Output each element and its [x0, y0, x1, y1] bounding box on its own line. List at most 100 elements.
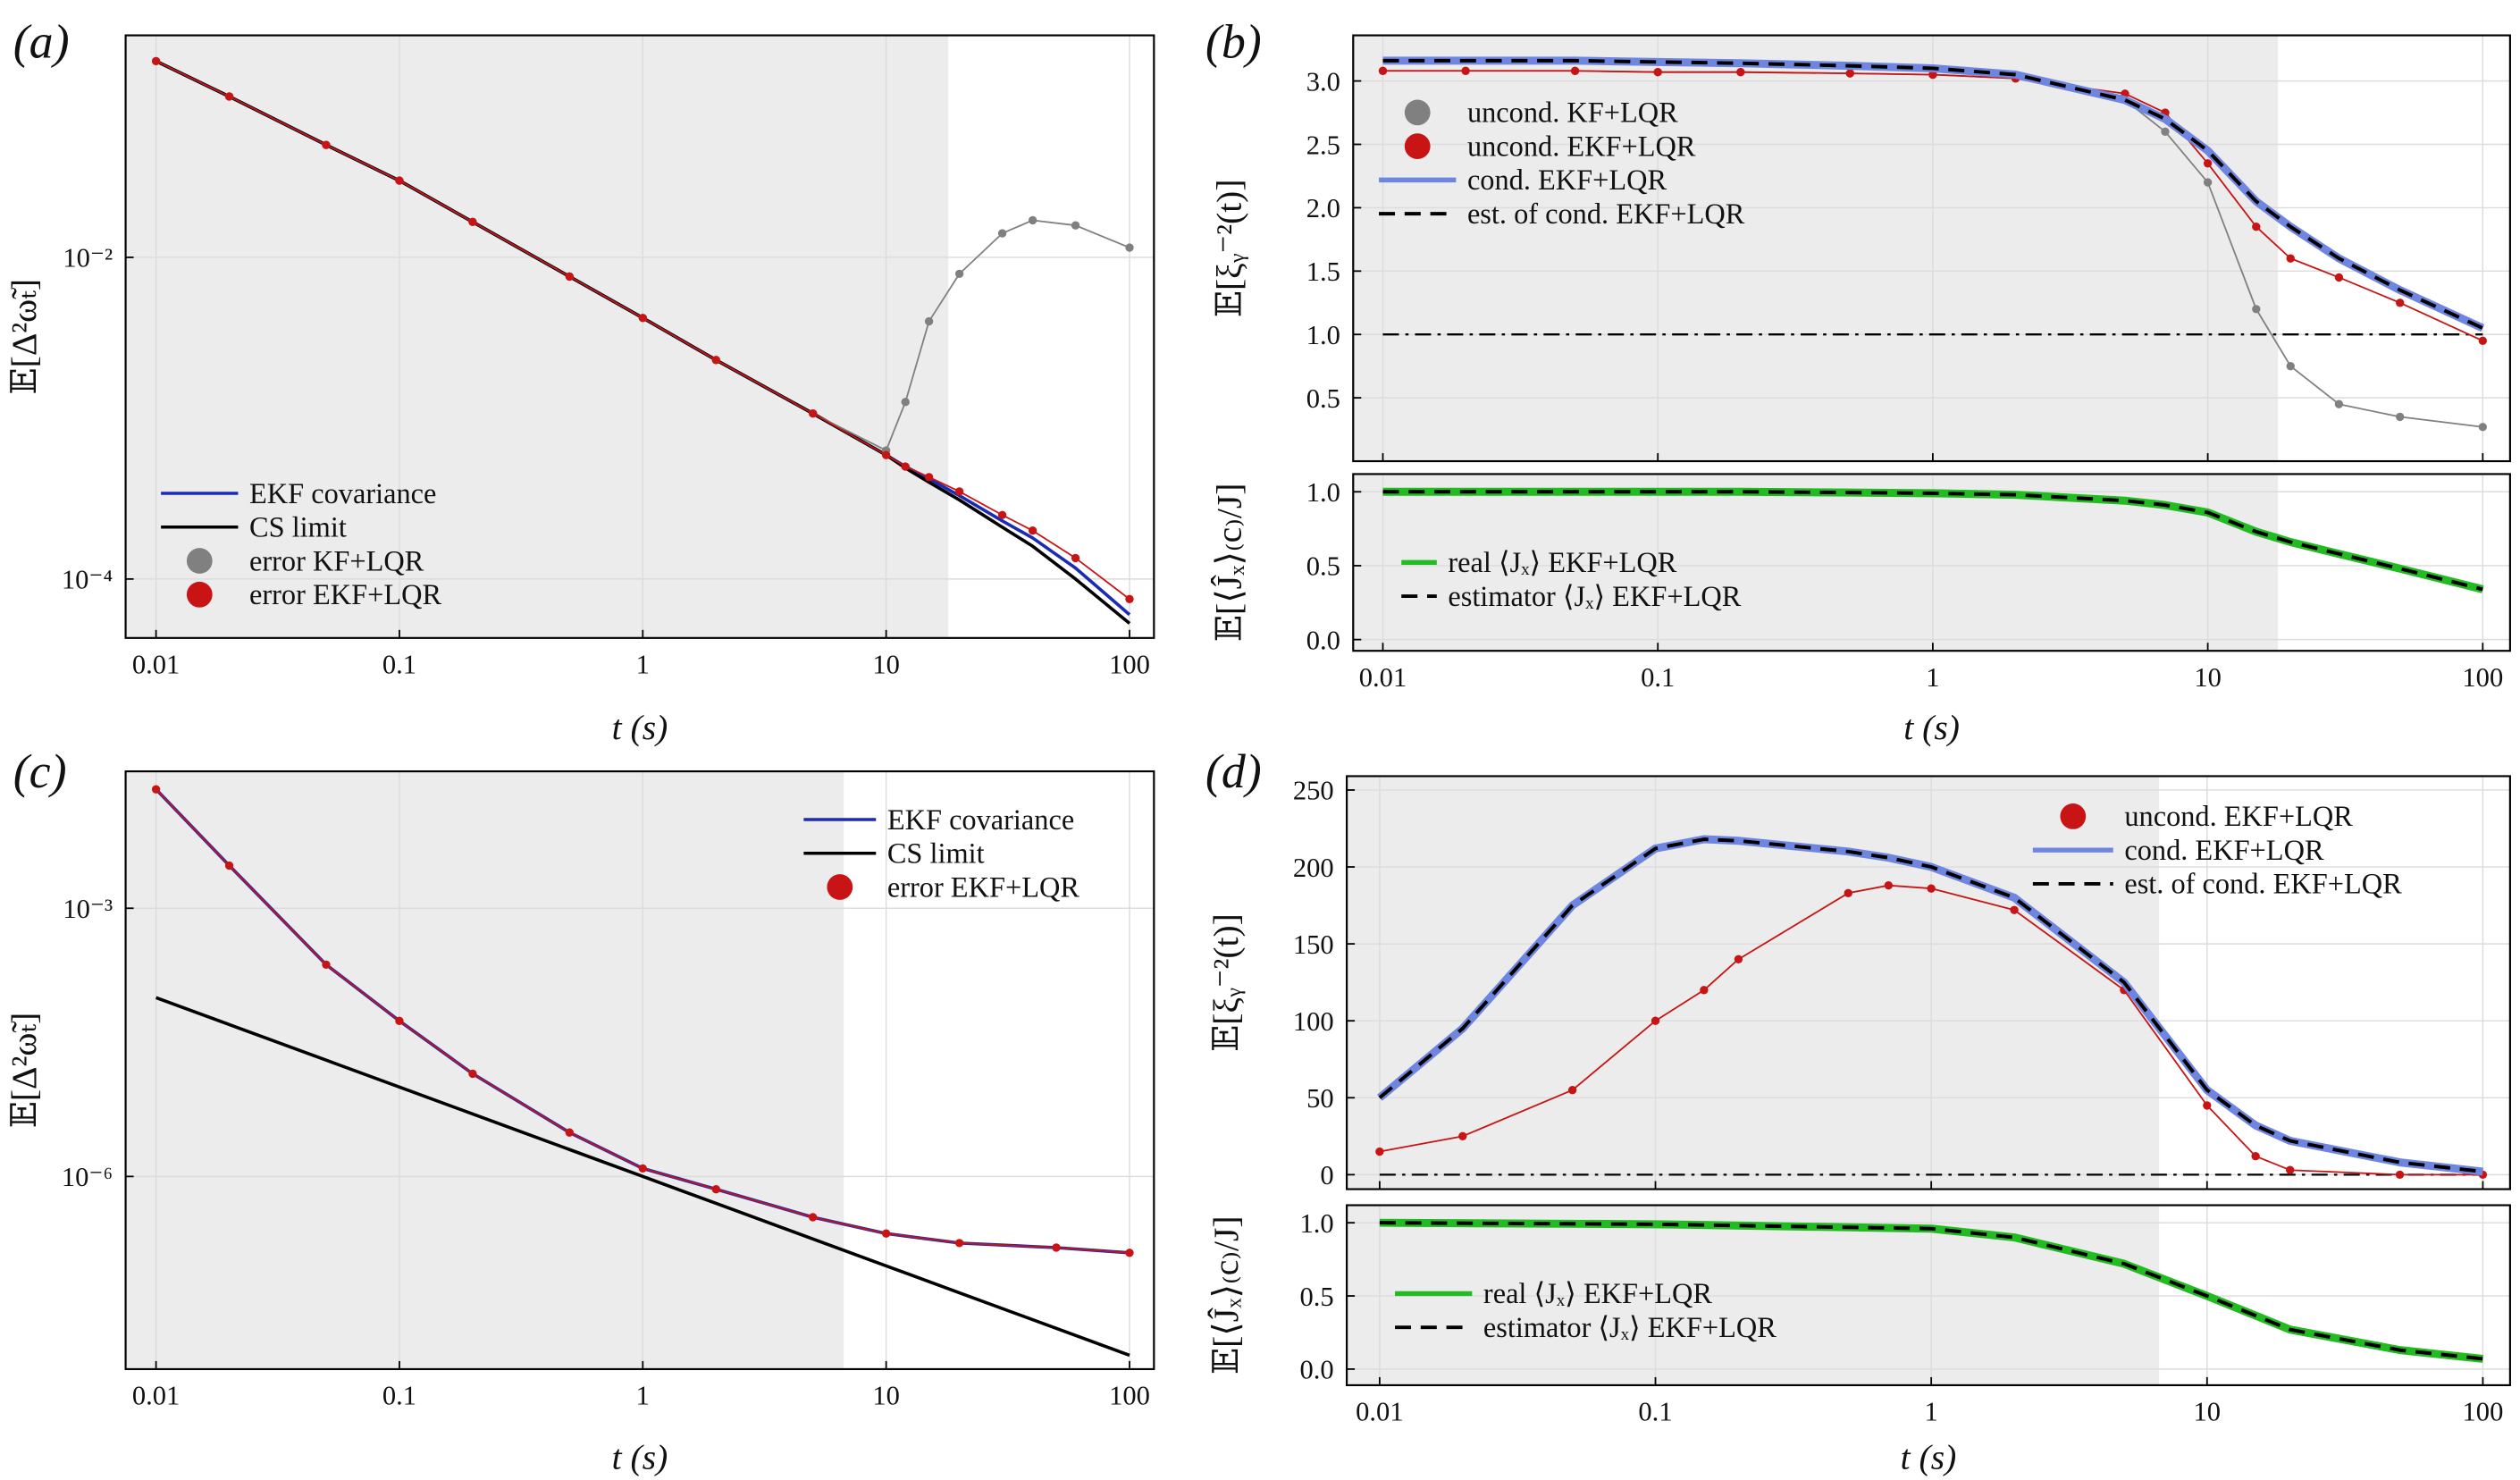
plot-frame: [1346, 1204, 2511, 1386]
data-point: [1375, 1147, 1384, 1156]
data-point: [2203, 178, 2213, 187]
data-point: [1028, 215, 1037, 225]
y-tick-label: 0.5: [1306, 551, 1340, 582]
data-point: [2396, 299, 2405, 307]
y-tick-label: 250: [1293, 776, 1334, 806]
data-point: [638, 1164, 647, 1173]
data-point: [322, 140, 331, 149]
data-point: [565, 1128, 574, 1137]
data-point: [808, 408, 818, 418]
legend-label: estimator ⟨Jₓ⟩ EKF+LQR: [1483, 1311, 1777, 1343]
data-point: [901, 398, 910, 407]
data-point: [1567, 1086, 1577, 1095]
data-point: [395, 176, 404, 185]
legend-label: error EKF+LQR: [249, 578, 441, 610]
data-point: [2286, 254, 2295, 263]
shaded-region: [1347, 1205, 2160, 1385]
data-point: [711, 1184, 720, 1194]
legend-label: EKF covariance: [249, 477, 436, 509]
x-tick-label: 1: [1925, 1396, 1938, 1426]
data-point: [1651, 1016, 1660, 1025]
y-tick-label: 150: [1293, 929, 1334, 960]
plot-area: [151, 785, 1134, 1358]
series-line: [1382, 58, 2484, 330]
data-point: [1071, 221, 1080, 230]
plot-frame: [1352, 34, 2511, 463]
data-point: [1844, 888, 1852, 897]
y-tick-label: 10⁻⁴: [62, 565, 113, 595]
legend-label: uncond. EKF+LQR: [1467, 130, 1696, 162]
legend-marker: [827, 874, 853, 900]
x-tick-label: 100: [1109, 1380, 1150, 1410]
shaded-region: [1347, 776, 2160, 1190]
y-tick-label: 0.5: [1300, 1282, 1334, 1312]
y-tick-label: 3.0: [1306, 66, 1340, 97]
plot-area: [151, 56, 1134, 625]
data-point: [468, 1069, 477, 1079]
legend-marker: [2060, 803, 2087, 829]
y-tick-label: 200: [1293, 853, 1334, 883]
data-point: [1736, 68, 1745, 77]
data-point: [2478, 423, 2487, 432]
series-line: [1378, 837, 2483, 1173]
legend-marker: [1404, 99, 1431, 126]
data-point: [954, 269, 964, 279]
data-point: [2252, 223, 2261, 231]
legend-marker: [186, 581, 213, 608]
y-tick-label: 0: [1320, 1160, 1333, 1190]
data-point: [2161, 127, 2170, 137]
plot-area: [1378, 56, 2487, 432]
plot-frame: [124, 769, 1155, 1371]
y-axis-label: 𝔼[ξᵧ⁻²(t)]: [1206, 913, 1246, 1052]
data-point: [468, 217, 477, 227]
data-point: [565, 272, 574, 282]
series-line: [1379, 1221, 2483, 1361]
plot-area: [1375, 835, 2488, 1180]
data-point: [1458, 1131, 1467, 1141]
y-tick-label: 1.0: [1306, 320, 1340, 350]
data-point: [954, 1239, 964, 1248]
y-tick-label: 10⁻³: [63, 894, 113, 924]
legend-label: cond. EKF+LQR: [2124, 834, 2324, 866]
legend-label: EKF covariance: [887, 803, 1074, 836]
y-axis-label: 𝔼[⟨Ĵₓ⟩₍c₎/J]: [1206, 1215, 1246, 1375]
y-tick-label: 1.0: [1306, 477, 1340, 508]
data-point: [1653, 68, 1662, 77]
data-point: [1570, 66, 1580, 75]
data-point: [1028, 526, 1037, 535]
data-point: [2251, 1152, 2260, 1161]
shaded-region: [125, 771, 844, 1369]
data-point: [808, 1213, 818, 1222]
x-tick-label: 100: [1109, 649, 1150, 679]
x-tick-label: 0.1: [1638, 1396, 1672, 1426]
series-line: [1382, 490, 2483, 592]
data-point: [1928, 70, 1937, 80]
data-point: [1884, 881, 1894, 890]
legend-marker: [186, 548, 213, 574]
y-axis-label: 𝔼[ξᵧ⁻²(t)]: [1209, 179, 1248, 317]
x-axis-label: t (s): [612, 1437, 668, 1476]
y-tick-label: 10⁻²: [63, 243, 113, 273]
panel-label: (b): [1205, 15, 1262, 69]
panel-label: (d): [1205, 744, 1262, 798]
legend-label: error KF+LQR: [249, 544, 424, 576]
y-axis-label: 𝔼[Δ²ω̃ₜ]: [4, 1013, 44, 1129]
x-tick-label: 0.1: [382, 1380, 416, 1410]
data-point: [2478, 336, 2487, 345]
x-tick-label: 0.1: [1641, 662, 1675, 693]
data-point: [2395, 1170, 2405, 1180]
plot-frame: [124, 34, 1155, 639]
x-tick-label: 100: [2462, 662, 2503, 693]
data-point: [2286, 362, 2295, 371]
data-point: [997, 229, 1007, 238]
legend-label: uncond. KF+LQR: [1467, 97, 1678, 129]
data-point: [1378, 66, 1388, 75]
y-tick-label: 2.0: [1306, 193, 1340, 223]
plot-frame: [1346, 775, 2511, 1190]
legend-label: CS limit: [887, 837, 985, 870]
plot-frame: [1352, 473, 2511, 652]
data-point: [638, 314, 647, 323]
data-point: [924, 316, 934, 326]
x-tick-label: 0.01: [1359, 662, 1407, 693]
